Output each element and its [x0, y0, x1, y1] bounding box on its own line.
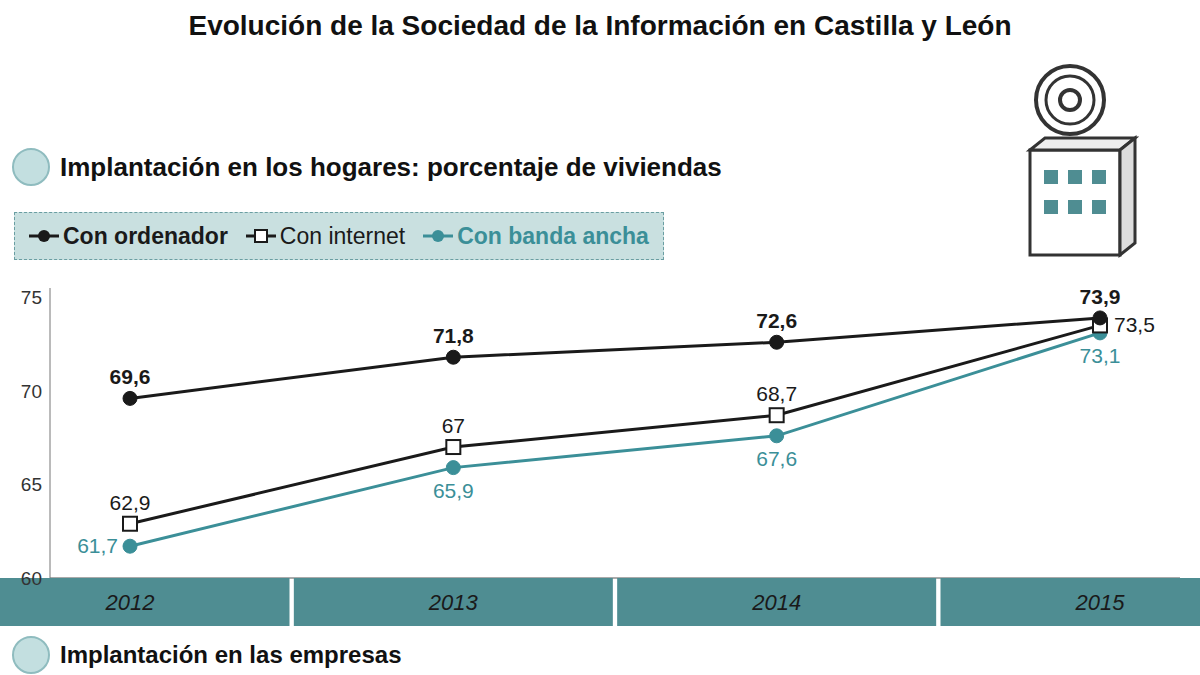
- svg-text:73,5: 73,5: [1114, 313, 1155, 336]
- svg-text:71,8: 71,8: [433, 324, 474, 347]
- html-text:Implantación en las empresas: Implantación en las empresas: [60, 641, 402, 668]
- html-text:Con ordenador: Con ordenador: [63, 222, 228, 249]
- svg-text:67,6: 67,6: [756, 447, 797, 470]
- svg-text:72,6: 72,6: [756, 309, 797, 332]
- svg-text:2014: 2014: [751, 590, 801, 615]
- svg-text:67: 67: [442, 414, 465, 437]
- html-text:Evolución de la Sociedad de la: Evolución de la Sociedad de la Informaci…: [188, 10, 1012, 41]
- svg-text:73,9: 73,9: [1080, 285, 1121, 308]
- svg-text:75: 75: [21, 287, 42, 308]
- html-text:Con banda ancha: Con banda ancha: [457, 222, 649, 249]
- html-text:Con internet: Con internet: [279, 222, 406, 249]
- svg-text:2013: 2013: [428, 590, 479, 615]
- html-text:Implantación en los hogares: p: Implantación en los hogares: porcentaje …: [60, 151, 722, 182]
- svg-text:61,7: 61,7: [77, 534, 118, 557]
- svg-text:2012: 2012: [105, 590, 155, 615]
- svg-text:73,1: 73,1: [1080, 344, 1121, 367]
- svg-text:70: 70: [21, 381, 42, 402]
- svg-text:68,7: 68,7: [756, 382, 797, 405]
- svg-text:2015: 2015: [1075, 590, 1126, 615]
- svg-text:65: 65: [21, 474, 42, 495]
- svg-text:62,9: 62,9: [110, 491, 151, 514]
- svg-text:69,6: 69,6: [110, 365, 151, 388]
- svg-text:65,9: 65,9: [433, 479, 474, 502]
- svg-text:60: 60: [21, 568, 42, 589]
